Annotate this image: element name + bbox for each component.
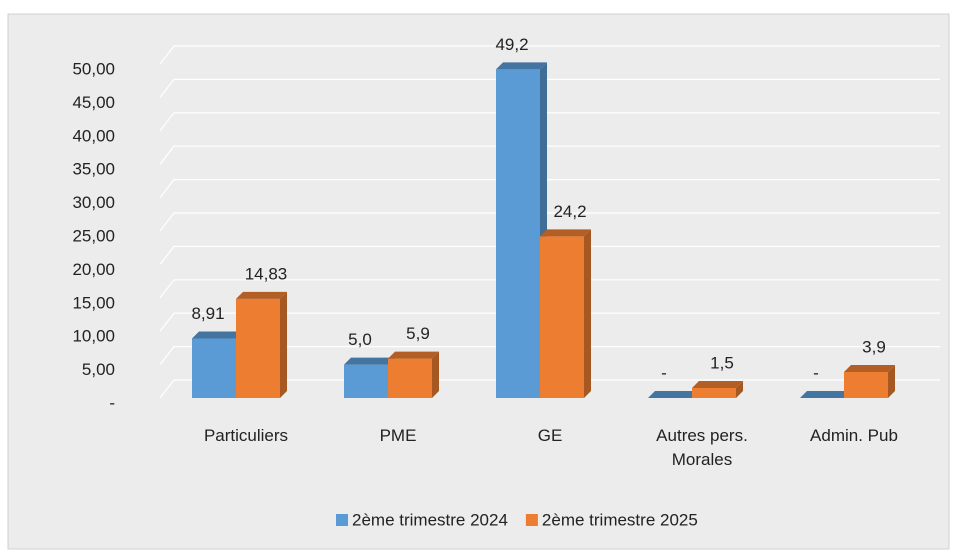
y-tick-label: 50,00: [72, 59, 115, 78]
legend-label: 2ème trimestre 2025: [542, 510, 698, 529]
bar-top: [844, 364, 895, 372]
x-tick-label: Admin. Pub: [810, 426, 898, 445]
grid-line: [159, 379, 940, 399]
bar: [648, 391, 699, 398]
data-label: 49,2: [495, 35, 528, 54]
y-tick-label: 25,00: [72, 226, 115, 245]
bar-side: [432, 351, 439, 398]
bar-side: [584, 229, 591, 398]
bar-front: [236, 298, 280, 398]
data-label: 24,2: [553, 202, 586, 221]
legend-label: 2ème trimestre 2024: [352, 510, 508, 529]
bar: [344, 357, 395, 398]
grid-line: [159, 179, 940, 198]
y-tick-label: 10,00: [72, 327, 115, 346]
grid-line: [159, 78, 940, 98]
data-label: 1,5: [710, 353, 734, 372]
bar-top: [648, 391, 699, 398]
x-tick-label: Autres pers. Morales: [656, 426, 748, 469]
data-label: -: [661, 363, 667, 382]
bar-front: [192, 338, 236, 398]
y-tick-label: 40,00: [72, 126, 115, 145]
data-label: 8,91: [191, 304, 224, 323]
grid-line: [159, 312, 940, 332]
x-tick-label: GE: [537, 426, 563, 445]
grid-line: [159, 346, 940, 365]
data-label: -: [813, 363, 819, 382]
legend-swatch: [336, 514, 348, 526]
data-label: 14,83: [245, 264, 288, 283]
data-label: 3,9: [862, 337, 886, 356]
bar-front: [844, 371, 888, 398]
bar-top: [344, 357, 395, 365]
bar-front: [496, 69, 540, 399]
y-tick-label: 15,00: [72, 293, 115, 312]
bar-side: [280, 291, 287, 398]
bar-top: [496, 62, 547, 70]
x-tick-label: Particuliers: [203, 426, 289, 445]
bar-front: [692, 387, 736, 398]
grid-line: [159, 245, 940, 265]
bar-front: [540, 236, 584, 398]
grid-line: [159, 279, 940, 299]
grid-line: [159, 112, 940, 132]
bar: [496, 62, 547, 399]
bar-front: [344, 364, 388, 398]
bar-top: [692, 380, 743, 388]
bar-top: [192, 331, 243, 339]
data-label: 5,0: [348, 330, 372, 349]
x-tick-label: PME: [379, 426, 417, 445]
data-label: 5,9: [406, 324, 430, 343]
y-tick-label: 35,00: [72, 160, 115, 179]
legend-swatch: [525, 514, 538, 526]
bar-side: [736, 380, 743, 398]
bar-front: [388, 358, 432, 398]
grid-line: [159, 45, 940, 65]
y-tick-label: 45,00: [72, 93, 115, 112]
y-tick-label: 30,00: [72, 193, 115, 212]
chart-background: [7, 13, 950, 550]
y-tick-label: 20,00: [72, 260, 115, 279]
bar: [692, 380, 743, 398]
grid-line: [159, 212, 940, 232]
bar-top: [236, 291, 287, 299]
bar-top: [540, 229, 591, 237]
bar-top: [388, 351, 439, 359]
bar: [388, 351, 439, 398]
bar: [236, 291, 287, 398]
y-tick-label: 5,00: [82, 360, 115, 379]
bar: [540, 229, 591, 398]
bar-top: [800, 391, 851, 398]
bar: [192, 331, 243, 398]
y-tick-label: -: [109, 393, 115, 412]
bar-side: [888, 364, 895, 398]
bar: [800, 391, 851, 398]
grid-line: [159, 145, 940, 165]
bar: [844, 364, 895, 398]
